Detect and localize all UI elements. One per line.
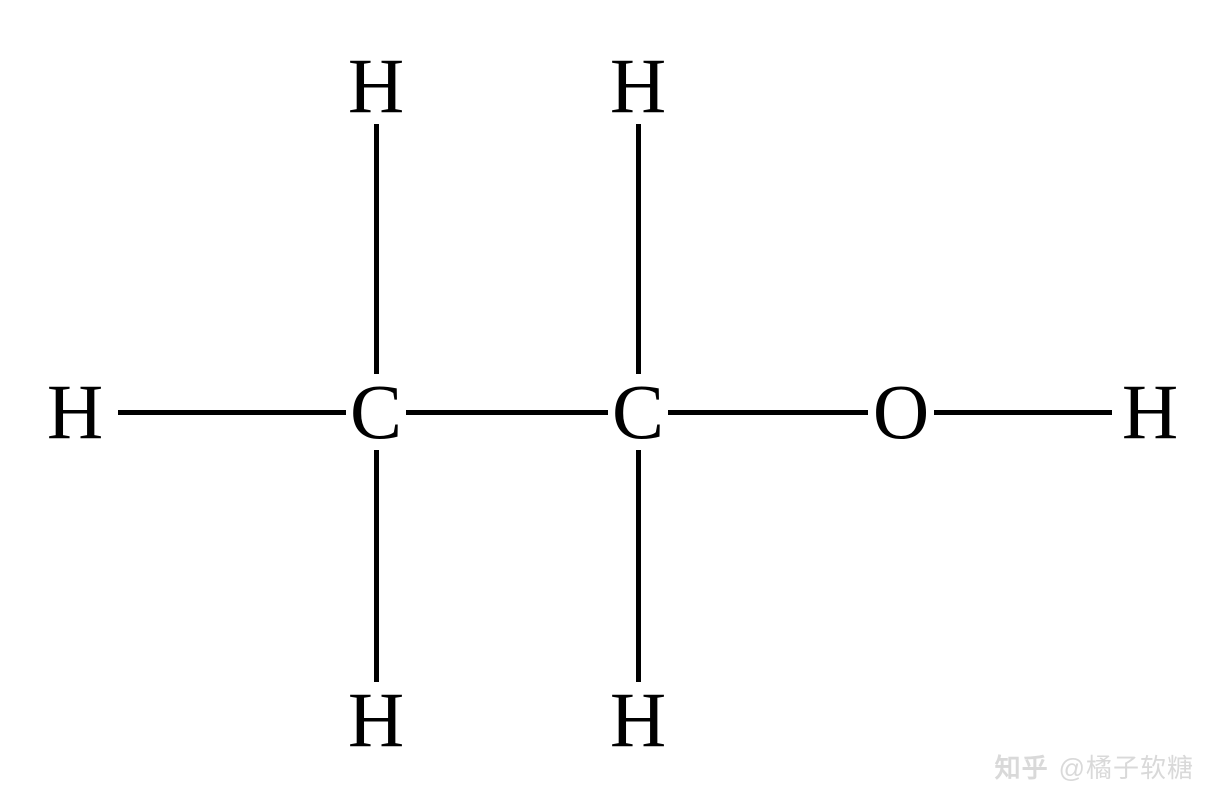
- atom-C2: C: [612, 373, 664, 451]
- bond-H_C2_top-C2: [636, 124, 641, 374]
- watermark-logo: 知乎: [995, 748, 1049, 785]
- watermark: 知乎 @橘子软糖: [995, 748, 1194, 785]
- bond-H_left-C1: [118, 410, 346, 415]
- bond-O-H_right: [934, 410, 1112, 415]
- bond-H_C1_top-C1: [374, 124, 379, 374]
- atom-H_C2_top: H: [610, 47, 666, 125]
- bond-C2-O: [668, 410, 868, 415]
- atom-H_right: H: [1122, 373, 1178, 451]
- bond-C2-H_C2_bot: [636, 450, 641, 682]
- atom-H_C2_bot: H: [610, 681, 666, 759]
- atom-H_left: H: [47, 373, 103, 451]
- molecule-diagram: 知乎 @橘子软糖 H C C O H H H H H: [0, 0, 1212, 799]
- bond-C1-C2: [406, 410, 608, 415]
- atom-O: O: [873, 373, 929, 451]
- bond-C1-H_C1_bot: [374, 450, 379, 682]
- atom-H_C1_top: H: [348, 47, 404, 125]
- watermark-author: @橘子软糖: [1059, 748, 1194, 785]
- atom-C1: C: [350, 373, 402, 451]
- atom-H_C1_bot: H: [348, 681, 404, 759]
